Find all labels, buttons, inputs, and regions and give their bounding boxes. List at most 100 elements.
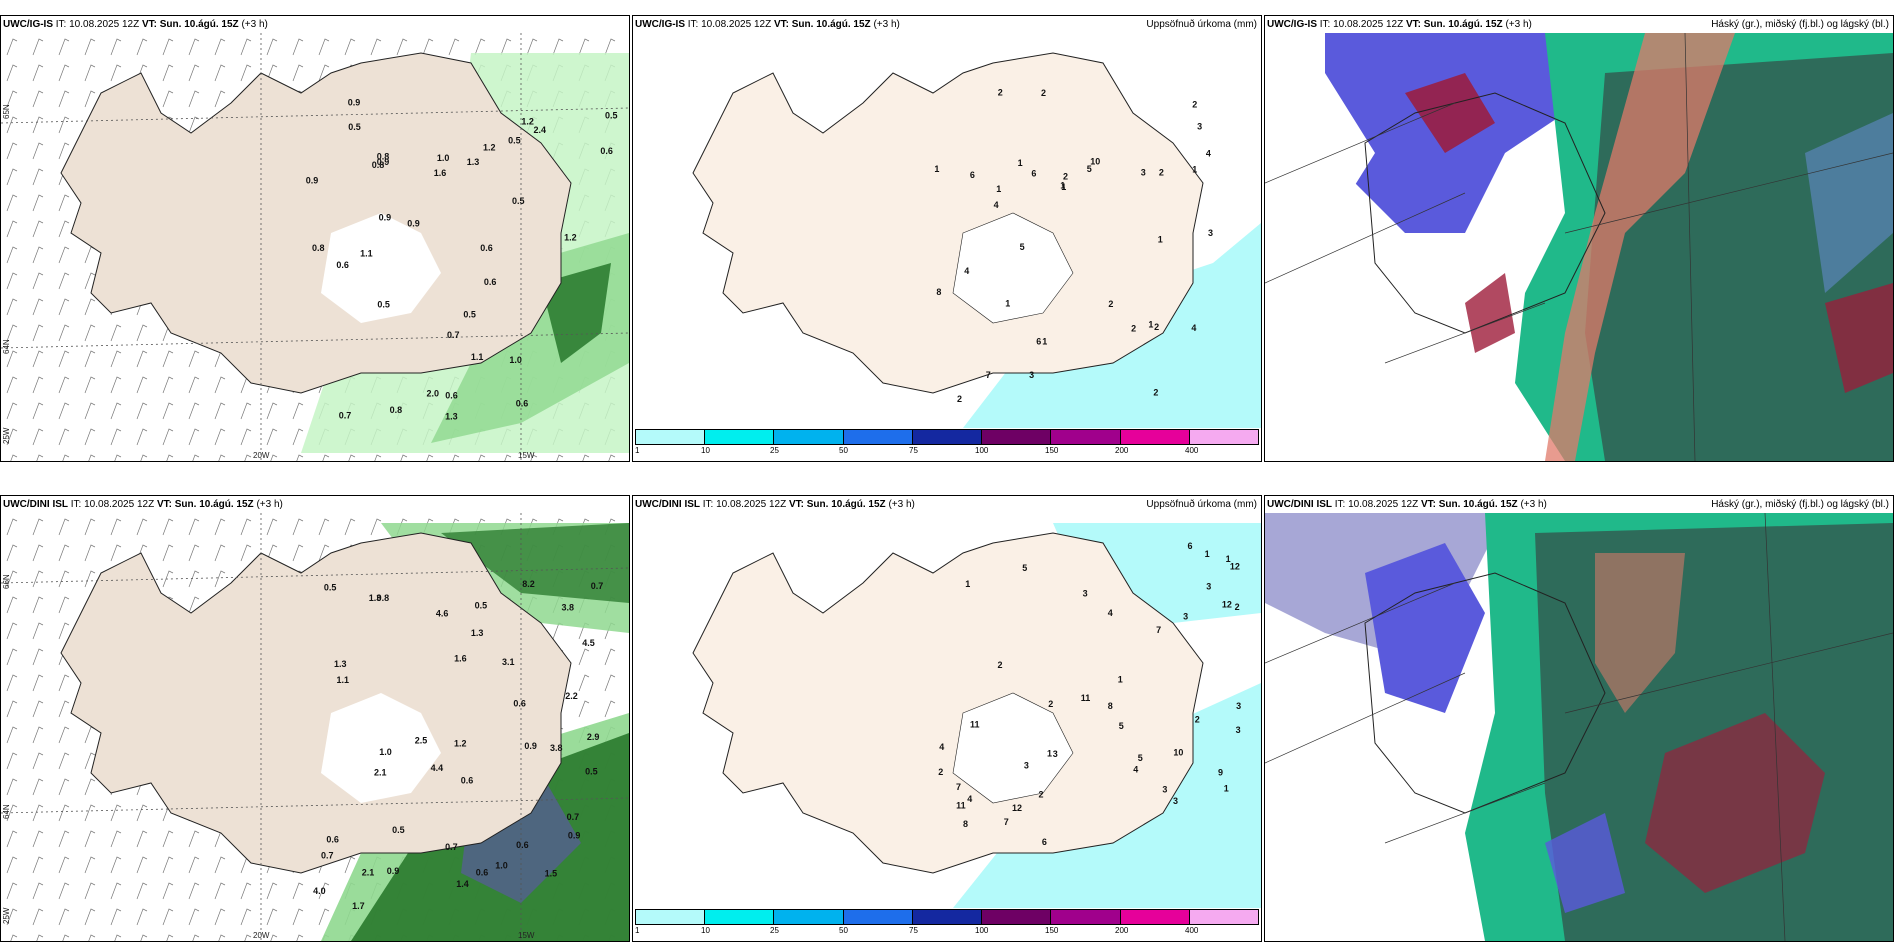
map-canvas: 0.7 1.1 1.0 0.6 0.8 0.7 1.3 0.5 0.9 0.5 0.6 0.9 0.6 0… xyxy=(1,513,629,941)
accum-map[interactable]: 1 1 1 1 1 2 2 2 1 2 2 1 2 3 3 2 4 3 4 6 3 2 1 4 5 8 4 10 6 2 7 2 5 6 1 1 xyxy=(633,33,1261,428)
value-label: 0.8 xyxy=(372,160,385,170)
legend-tick: 10 xyxy=(701,926,710,935)
value-label: 0.6 xyxy=(445,390,458,400)
value-label: 1 xyxy=(1060,181,1065,191)
value-label: 1 xyxy=(934,164,939,174)
legend-swatch xyxy=(774,910,844,924)
value-label: 3 xyxy=(1029,370,1034,380)
value-label: 8 xyxy=(1108,701,1113,711)
value-label: 0.9 xyxy=(377,157,390,167)
legend-tick: 10 xyxy=(701,446,710,455)
precip-legend: 1 10 25 50 75 100 150 200 400 xyxy=(633,909,1261,935)
panel-igis-accum: UWC/IG-IS IT: 10.08.2025 12Z VT: Sun. 10… xyxy=(632,15,1262,462)
value-label: 2 xyxy=(1048,699,1053,709)
legend-tick: 1 xyxy=(635,926,640,935)
panel-dini-accum: UWC/DINI ISL IT: 10.08.2025 12Z VT: Sun.… xyxy=(632,495,1262,942)
value-label: 1.0 xyxy=(495,861,508,871)
panel-title: UWC/IG-IS IT: 10.08.2025 12Z VT: Sun. 10… xyxy=(3,19,268,30)
value-label: 1.0 xyxy=(437,153,450,163)
value-label: 4 xyxy=(967,794,972,804)
value-label: 1.3 xyxy=(369,593,382,603)
value-label: 12 xyxy=(1012,803,1022,813)
value-label: 4 xyxy=(1133,765,1138,775)
precip-map[interactable]: 0.7 1.1 1.0 0.6 0.8 0.7 1.3 0.5 0.9 0.5 0.6 0.9 0.6 0… xyxy=(1,513,629,941)
value-label: 1.5 xyxy=(545,869,558,879)
value-label: 2 xyxy=(1041,88,1046,98)
value-label: 1 xyxy=(1192,165,1197,175)
legend-tick: 25 xyxy=(770,446,779,455)
value-label: 0.6 xyxy=(516,399,529,409)
panel-dini-precip: UWC/DINI ISL IT: 10.08.2025 12Z VT: Sun.… xyxy=(0,495,630,942)
value-label: 0.7 xyxy=(591,581,604,591)
legend-swatch xyxy=(636,910,706,924)
legend-swatch xyxy=(1051,910,1121,924)
legend-tick: 1 xyxy=(635,446,640,455)
value-label: 6 xyxy=(1036,337,1041,347)
value-label: 2 xyxy=(1159,168,1164,178)
value-label: 11 xyxy=(1081,693,1091,703)
value-label: 3 xyxy=(1141,168,1146,178)
value-label: 2 xyxy=(1131,323,1136,333)
legend-swatch xyxy=(1120,910,1190,924)
value-label: 0.6 xyxy=(476,867,489,877)
legend-swatch xyxy=(843,910,913,924)
value-label: 4 xyxy=(939,742,944,752)
value-label: 0.8 xyxy=(312,243,325,253)
value-label: 3 xyxy=(1208,228,1213,238)
value-label: 1 xyxy=(1224,784,1229,794)
value-label: 2 xyxy=(1108,299,1113,309)
value-label: 4.6 xyxy=(436,609,449,619)
value-label: 1 xyxy=(1158,234,1163,244)
value-label: 1.2 xyxy=(521,117,534,127)
value-label: 4 xyxy=(994,200,999,210)
value-label: 1.1 xyxy=(337,675,350,685)
value-label: 2.9 xyxy=(587,732,600,742)
value-label: 0.9 xyxy=(348,98,361,108)
panel-subtitle: Háský (gr.), miðský (fj.bl.) og lágský (… xyxy=(1711,19,1889,30)
legend-swatch xyxy=(705,910,775,924)
value-label: 0.5 xyxy=(475,600,488,610)
value-label: 0.9 xyxy=(387,866,400,876)
legend-tick: 200 xyxy=(1115,446,1129,455)
value-label: 2 xyxy=(1039,789,1044,799)
legend-tick: 75 xyxy=(909,926,918,935)
map-canvas: 0.80.50.60.50.60.60.50.51.00.51.20.90.90… xyxy=(1,33,629,461)
panel-subtitle: Uppsöfnuð úrkoma (mm) xyxy=(1146,499,1257,510)
value-label: 2 xyxy=(1063,171,1068,181)
value-label: 0.5 xyxy=(377,299,390,309)
value-label: 1.2 xyxy=(483,142,496,152)
cloud-map[interactable] xyxy=(1265,513,1893,941)
value-label: 3.8 xyxy=(562,603,575,613)
value-label: 7 xyxy=(986,370,991,380)
cloud-map[interactable] xyxy=(1265,33,1893,461)
value-label: 3 xyxy=(1197,122,1202,132)
value-label: 3 xyxy=(1183,612,1188,622)
legend-swatch xyxy=(1189,430,1258,444)
legend-bar xyxy=(635,909,1259,925)
value-label: 0.7 xyxy=(339,410,352,420)
value-label: 1 xyxy=(1042,336,1047,346)
legend-swatch xyxy=(843,430,913,444)
legend-swatch xyxy=(774,430,844,444)
value-label: 4.5 xyxy=(582,638,595,648)
precip-map[interactable]: 0.8 0.5 0.6 0.5 0.6 0.6 0.5 0.5 1.0 0.5 1.2 0.9 0.9 0… xyxy=(1,33,629,461)
lat-label: 66N xyxy=(2,574,11,589)
lon-label: 20W xyxy=(253,451,270,460)
value-label: 0.9 xyxy=(568,831,581,841)
legend-tick: 50 xyxy=(839,446,848,455)
value-label: 1 xyxy=(965,579,970,589)
legend-swatch xyxy=(982,910,1052,924)
panel-igis-precip: UWC/IG-IS IT: 10.08.2025 12Z VT: Sun. 10… xyxy=(0,15,630,462)
legend-tick: 400 xyxy=(1185,446,1199,455)
value-label: 2.5 xyxy=(415,736,428,746)
value-label: 0.5 xyxy=(508,135,521,145)
value-label: 0.8 xyxy=(390,405,403,415)
map-canvas xyxy=(1265,513,1893,941)
lat-label: 65N xyxy=(2,104,11,119)
accum-map[interactable]: 4 3 5 3 3 1 2 1 1 1 2 2 1 3 3 3 4 4 7 3 3 9 6 7 11 6 7 10 5 11 12 12 8 11… xyxy=(633,513,1261,908)
value-label: 4 xyxy=(1108,608,1113,618)
value-label: 5 xyxy=(1022,563,1027,573)
panel-igis-cloud: UWC/IG-IS IT: 10.08.2025 12Z VT: Sun. 10… xyxy=(1264,15,1894,462)
